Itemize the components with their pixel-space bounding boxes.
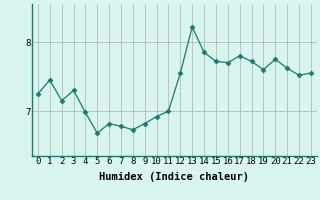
- X-axis label: Humidex (Indice chaleur): Humidex (Indice chaleur): [100, 172, 249, 182]
